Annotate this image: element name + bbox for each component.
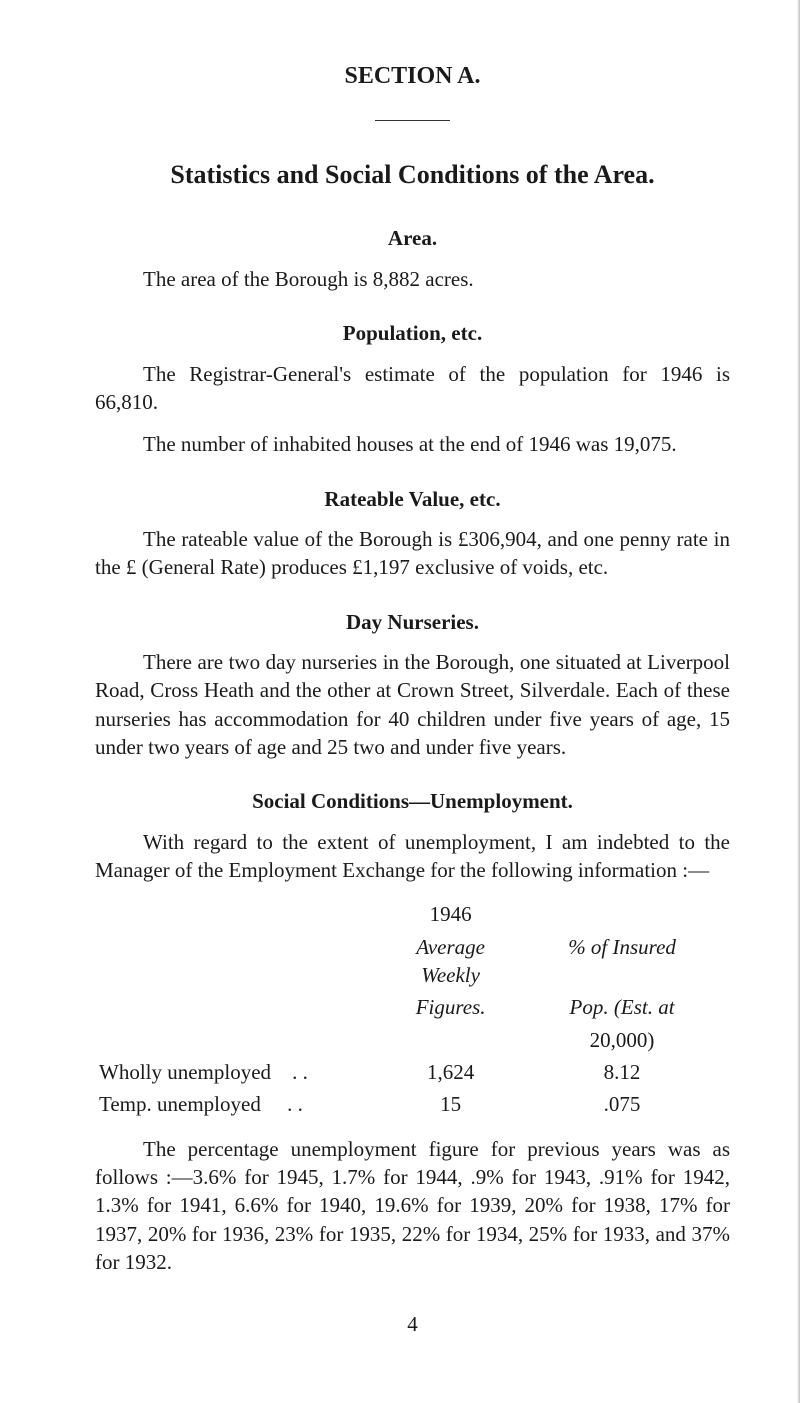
page-number: 4	[95, 1310, 730, 1338]
table-empty-cell	[95, 991, 387, 1023]
section-label: SECTION A.	[95, 60, 730, 92]
para-rateable: The rateable value of the Borough is £30…	[95, 525, 730, 582]
para-population-2: The number of inhabited houses at the en…	[95, 430, 730, 458]
table-empty-cell	[95, 1024, 387, 1056]
table-empty-cell	[95, 898, 387, 930]
unemployment-table-wrap: 1946 Average Weekly % of Insured Figures…	[95, 898, 730, 1120]
heading-nurseries: Day Nurseries.	[95, 608, 730, 636]
table-header-row-4: 20,000)	[95, 1024, 730, 1056]
col-pct-2: Pop. (Est. at	[514, 991, 730, 1023]
row-fig: 1,624	[387, 1056, 514, 1088]
row-pct: .075	[514, 1088, 730, 1120]
table-header-row-3: Figures. Pop. (Est. at	[95, 991, 730, 1023]
table-empty-cell	[514, 898, 730, 930]
table-row: Temp. unemployed . . 15 .075	[95, 1088, 730, 1120]
row-fig: 15	[387, 1088, 514, 1120]
heading-area: Area.	[95, 224, 730, 252]
heading-unemployment: Social Conditions—Unemployment.	[95, 787, 730, 815]
table-header-row-2: Average Weekly % of Insured	[95, 931, 730, 992]
row-label: Wholly unemployed . .	[95, 1056, 387, 1088]
unemployment-table: 1946 Average Weekly % of Insured Figures…	[95, 898, 730, 1120]
para-previous-years: The percentage unemployment figure for p…	[95, 1135, 730, 1277]
para-nurseries: There are two day nurseries in the Borou…	[95, 648, 730, 761]
col-fig-2: Figures.	[387, 991, 514, 1023]
table-header-row-1: 1946	[95, 898, 730, 930]
table-empty-cell	[387, 1024, 514, 1056]
table-row: Wholly unemployed . . 1,624 8.12	[95, 1056, 730, 1088]
heading-population: Population, etc.	[95, 319, 730, 347]
row-dots: . .	[292, 1060, 308, 1084]
document-page: SECTION A. Statistics and Social Conditi…	[0, 0, 800, 1403]
main-title: Statistics and Social Conditions of the …	[95, 157, 730, 192]
divider	[375, 120, 450, 121]
para-population-1: The Registrar-General's estimate of the …	[95, 360, 730, 417]
heading-rateable: Rateable Value, etc.	[95, 485, 730, 513]
col-pct-1: % of Insured	[514, 931, 730, 992]
col-fig-1: Average Weekly	[387, 931, 514, 992]
col-pct-3: 20,000)	[514, 1024, 730, 1056]
row-dots: . .	[287, 1092, 303, 1116]
para-area: The area of the Borough is 8,882 acres.	[95, 265, 730, 293]
row-label: Temp. unemployed . .	[95, 1088, 387, 1120]
para-unemployment-intro: With regard to the extent of unemploymen…	[95, 828, 730, 885]
page-wrap: SECTION A. Statistics and Social Conditi…	[0, 0, 800, 1403]
row-label-text: Wholly unemployed	[99, 1060, 271, 1084]
row-label-text: Temp. unemployed	[99, 1092, 261, 1116]
table-year: 1946	[387, 898, 514, 930]
table-empty-cell	[95, 931, 387, 992]
row-pct: 8.12	[514, 1056, 730, 1088]
